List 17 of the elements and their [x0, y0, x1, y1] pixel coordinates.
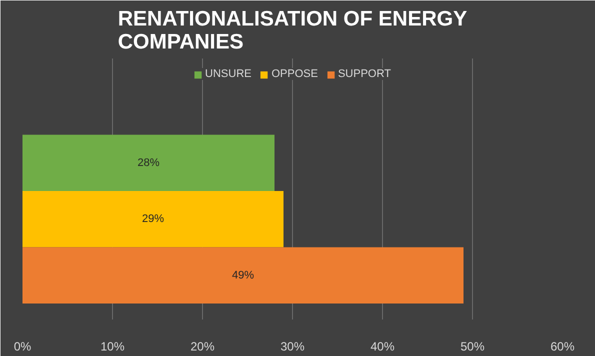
bar	[22, 247, 464, 304]
bar	[22, 191, 284, 248]
bar	[22, 134, 274, 192]
x-tick-label: 50%	[460, 340, 485, 354]
chart-title: RENATIONALISATION OF ENERGY COMPANIES	[118, 8, 468, 54]
legend-label: SUPPORT	[338, 68, 391, 80]
x-tick-label: 60%	[550, 340, 575, 354]
legend-label: UNSURE	[205, 68, 252, 80]
data-label: 49%	[232, 269, 254, 282]
legend-label: OPPOSE	[272, 68, 318, 80]
data-label: 28%	[137, 156, 160, 169]
x-tick-label: 30%	[280, 340, 305, 354]
x-tick-label: 10%	[100, 340, 125, 354]
data-label: 29%	[142, 213, 164, 226]
x-tick-label: 0%	[14, 340, 32, 354]
x-tick-label: 20%	[190, 340, 215, 354]
x-tick-label: 40%	[370, 340, 395, 354]
